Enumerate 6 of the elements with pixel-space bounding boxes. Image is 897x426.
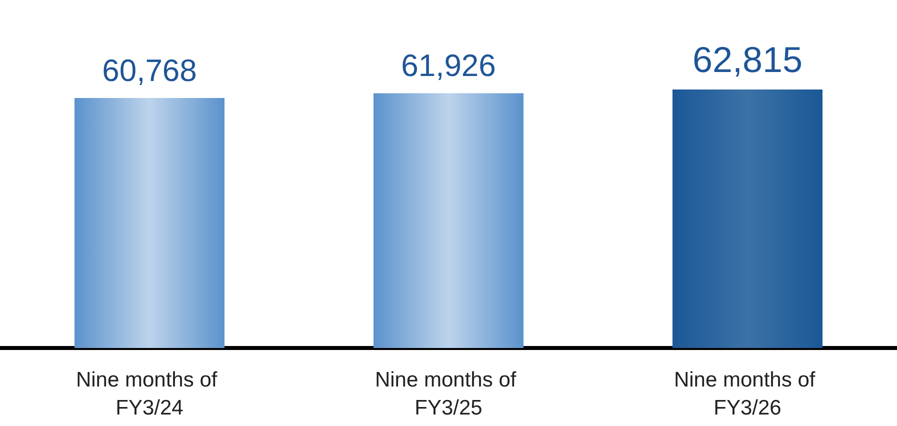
data-label: 62,815	[692, 39, 803, 80]
x-tick-label: Nine months of FY3/25	[374, 368, 522, 420]
x-tick-label: Nine months of FY3/24	[76, 368, 224, 420]
data-label: 60,768	[102, 52, 197, 88]
data-label: 61,926	[401, 48, 496, 84]
x-tick-label: Nine months of FY3/26	[674, 368, 822, 420]
